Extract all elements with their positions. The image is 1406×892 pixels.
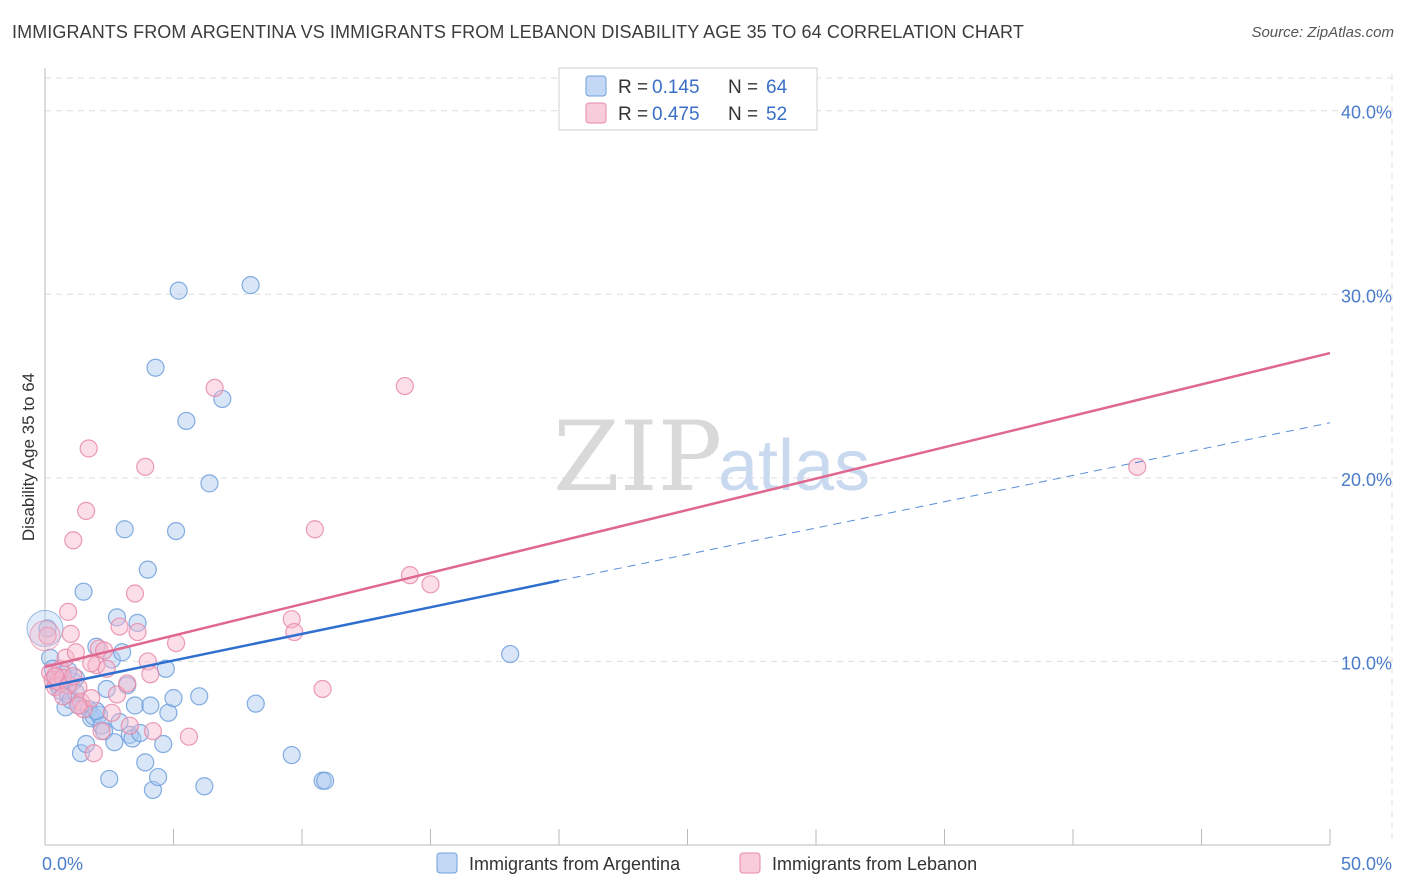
- correlation-legend: R = 0.145 N = 64 R = 0.475 N = 52: [558, 67, 818, 131]
- lebanon-point-41: [395, 376, 414, 396]
- watermark-atlas: atlas: [718, 426, 870, 506]
- x-tick-labels: 0.0% 50.0%: [42, 854, 1392, 874]
- lebanon-point-27: [120, 716, 139, 735]
- lebanon-point-0: [38, 626, 57, 645]
- lebanon-point-47: [69, 696, 88, 715]
- legend-r-value-argentina: 0.145: [652, 77, 700, 98]
- lebanon-point-15: [77, 501, 96, 520]
- legend-n-label-lebanon: N =: [728, 104, 758, 125]
- argentina-trend-extension: [558, 422, 1331, 582]
- lebanon-point-11: [66, 643, 85, 662]
- source-credit: Source: ZipAtlas.com: [1251, 24, 1394, 41]
- y-axis-label: Disability Age 35 to 64: [19, 373, 38, 541]
- legend-n-value-argentina: 64: [766, 77, 788, 98]
- lebanon-point-38: [285, 622, 304, 642]
- lebanon-point-26: [118, 674, 137, 693]
- argentina-points: [26, 276, 520, 800]
- lebanon-point-36: [205, 378, 224, 398]
- argentina-point-23: [97, 679, 116, 699]
- argentina-point-24: [100, 769, 119, 789]
- argentina-point-54: [241, 276, 260, 295]
- y-tick-label-0: 10.0%: [1341, 653, 1392, 673]
- series-swatch-lebanon: [739, 852, 761, 874]
- series-label-lebanon: Immigrants from Lebanon: [772, 854, 977, 874]
- lebanon-point-30: [136, 457, 155, 476]
- legend-r-label-argentina: R =: [618, 77, 648, 98]
- legend-swatch-lebanon: [585, 102, 607, 124]
- argentina-point-58: [316, 771, 335, 790]
- lebanon-point-28: [125, 584, 145, 603]
- lebanon-point-29: [128, 622, 147, 642]
- argentina-point-47: [166, 521, 186, 541]
- legend-r-label-lebanon: R =: [618, 104, 648, 125]
- legend-r-value-lebanon: 0.475: [652, 104, 700, 125]
- argentina-point-52: [200, 474, 219, 493]
- legend-n-value-lebanon: 52: [766, 104, 787, 125]
- argentina-point-46: [164, 689, 183, 708]
- lebanon-point-18: [84, 744, 103, 763]
- watermark-zip: ZIP: [553, 401, 722, 513]
- lebanon-point-32: [141, 665, 160, 684]
- trend-lines: [44, 351, 1331, 689]
- argentina-point-56: [282, 745, 301, 765]
- y-tick-label-2: 30.0%: [1341, 286, 1392, 306]
- watermark: ZIP atlas: [553, 401, 870, 513]
- lebanon-point-43: [421, 575, 440, 594]
- argentina-point-55: [246, 694, 265, 713]
- x-tick-label-0: 0.0%: [42, 854, 83, 874]
- argentina-point-51: [195, 777, 214, 796]
- argentina-point-59: [501, 644, 520, 664]
- argentina-point-35: [128, 613, 147, 632]
- argentina-point-49: [177, 411, 196, 431]
- argentina-point-48: [169, 281, 188, 300]
- legend-n-label-argentina: N =: [728, 77, 758, 98]
- argentina-point-34: [125, 696, 145, 715]
- gridlines: [45, 74, 1393, 845]
- legend-swatch-argentina: [585, 75, 607, 97]
- y-tick-label-3: 40.0%: [1341, 103, 1392, 123]
- lebanon-point-9: [61, 624, 80, 643]
- argentina-point-30: [115, 520, 134, 539]
- lebanon-point-33: [143, 722, 163, 741]
- argentina-point-14: [74, 582, 93, 601]
- axes: [44, 68, 1331, 846]
- lebanon-point-35: [179, 727, 199, 746]
- series-label-argentina: Immigrants from Argentina: [469, 854, 681, 874]
- argentina-point-37: [136, 753, 155, 772]
- argentina-point-41: [146, 358, 165, 377]
- lebanon-point-large: [29, 620, 61, 652]
- lebanon-point-44: [1128, 457, 1147, 476]
- argentina-point-28: [110, 712, 129, 732]
- lebanon-point-23: [102, 703, 121, 722]
- argentina-point-39: [141, 696, 160, 715]
- argentina-point-15: [77, 734, 96, 754]
- series-legend: Immigrants from Argentina Immigrants fro…: [436, 852, 977, 874]
- lebanon-point-25: [110, 617, 129, 636]
- x-tick-label-1: 50.0%: [1341, 854, 1392, 874]
- argentina-point-large: [26, 609, 64, 647]
- lebanon-point-40: [313, 679, 332, 699]
- lebanon-points: [29, 376, 1147, 763]
- lebanon-point-8: [59, 602, 78, 621]
- chart-title: IMMIGRANTS FROM ARGENTINA VS IMMIGRANTS …: [12, 22, 1024, 42]
- y-tick-label-1: 20.0%: [1341, 470, 1392, 490]
- argentina-trend-line: [44, 579, 560, 689]
- argentina-point-50: [190, 687, 209, 706]
- argentina-point-26: [105, 733, 124, 752]
- argentina-point-43: [154, 734, 173, 754]
- lebanon-trend-line: [44, 351, 1331, 669]
- lebanon-point-16: [79, 439, 98, 458]
- argentina-point-13: [71, 744, 91, 763]
- lebanon-point-21: [92, 722, 111, 741]
- lebanon-point-39: [305, 520, 324, 539]
- series-swatch-argentina: [436, 852, 458, 874]
- argentina-point-38: [138, 560, 157, 579]
- lebanon-point-49: [53, 687, 73, 706]
- argentina-point-42: [148, 767, 168, 787]
- lebanon-point-10: [64, 531, 83, 550]
- argentina-point-0: [38, 619, 57, 638]
- y-tick-labels: 10.0% 20.0% 30.0% 40.0%: [1341, 103, 1392, 674]
